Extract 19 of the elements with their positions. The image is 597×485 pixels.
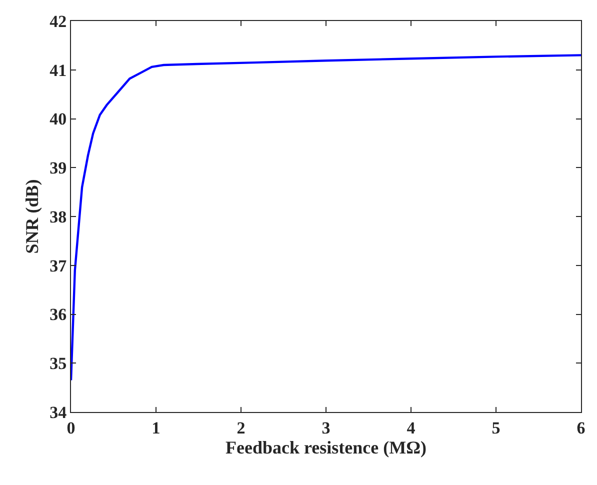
x-tick-label: 3: [322, 418, 330, 438]
y-tick-label: 36: [50, 305, 67, 324]
y-tick-label: 38: [50, 207, 67, 226]
x-tick-label: 0: [66, 418, 76, 438]
y-tick-label: 34: [50, 402, 68, 422]
x-axis-title: Feedback resistence (MΩ): [225, 438, 427, 458]
line-series: [71, 54, 581, 382]
x-tick-label: 5: [492, 418, 500, 438]
y-tick-label: 40: [50, 110, 67, 129]
x-tick-label: 4: [406, 418, 416, 438]
y-tick-label: 42: [50, 12, 67, 31]
y-tick-label: 37: [50, 256, 68, 276]
y-tick-label: 35: [50, 354, 67, 374]
x-tick-label: 2: [236, 418, 246, 438]
x-tick-label: 1: [152, 418, 160, 438]
y-axis-title: SNR (dB): [22, 179, 42, 254]
y-tick-label: 39: [50, 158, 67, 178]
x-tick-label: 6: [576, 418, 586, 438]
y-tick-label: 41: [50, 60, 67, 80]
